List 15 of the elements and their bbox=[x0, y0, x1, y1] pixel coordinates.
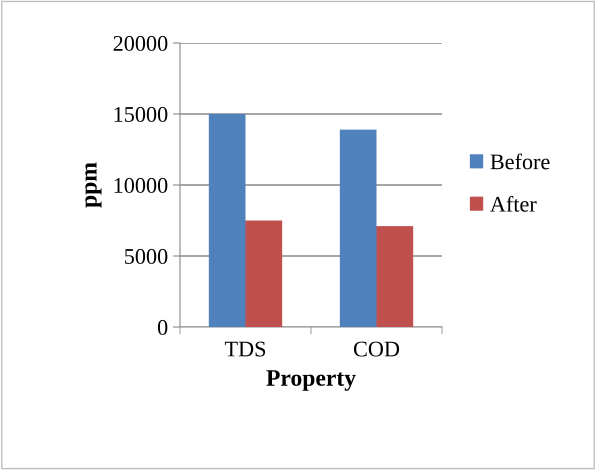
y-tick-label: 20000 bbox=[114, 36, 168, 51]
bar bbox=[340, 130, 376, 327]
y-tick-label: 5000 bbox=[125, 248, 168, 264]
bar bbox=[246, 220, 282, 327]
x-axis-title: Property bbox=[266, 370, 356, 391]
y-axis-title: ppm bbox=[85, 162, 102, 208]
x-tick-label: COD bbox=[354, 342, 400, 357]
bar bbox=[208, 114, 246, 327]
bar bbox=[376, 226, 414, 327]
legend-label: After bbox=[490, 196, 537, 212]
y-tick-label: 15000 bbox=[114, 106, 168, 122]
y-tick-label: 0 bbox=[158, 320, 168, 335]
x-tick-label: TDS bbox=[224, 342, 266, 357]
legend-label: Before bbox=[490, 154, 550, 170]
y-tick-label: 10000 bbox=[114, 178, 168, 193]
